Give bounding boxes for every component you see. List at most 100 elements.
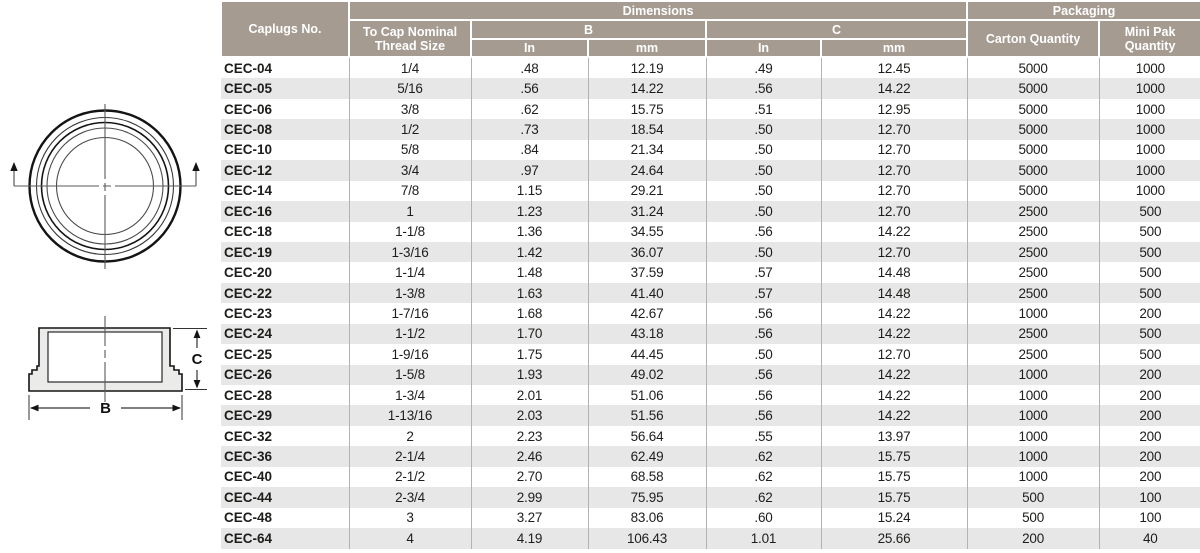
table-row: CEC-28 1-3/4 2.01 51.06.56 14.22 1000 200 (221, 385, 1200, 406)
table-row: CEC-06 3/8.62 15.75.51 12.95 5000 1000 (221, 98, 1200, 120)
value-cell: .50 (705, 160, 821, 181)
part-number-cell: CEC-28 (224, 387, 273, 403)
value-cell: 14.22 (820, 221, 968, 242)
table-row: CEC-14 7/8 1.15 29.21.50 12.70 5000 1000 (221, 180, 1200, 202)
table-row: CEC-32 2 2.23 56.64.55 13.97 1000 200 (221, 425, 1200, 447)
value-cell: 43.18 (587, 323, 706, 345)
value-cell: 51.56 (587, 405, 706, 426)
value-cell: .73 (470, 119, 588, 140)
value-cell: 500 (966, 487, 1100, 508)
value-cell: 44.45 (587, 344, 706, 365)
value-cell: .62 (705, 466, 821, 488)
value-cell: 1000 (1098, 180, 1200, 202)
value-cell: 83.06 (587, 507, 706, 529)
value-cell: 14.48 (820, 262, 968, 283)
value-cell: 5000 (966, 119, 1100, 140)
value-cell: .50 (705, 139, 821, 161)
value-cell: 75.95 (587, 487, 706, 508)
value-cell: 12.70 (820, 344, 968, 365)
value-cell: 2 (348, 425, 471, 447)
value-cell: 2-3/4 (348, 487, 471, 508)
value-cell: 5000 (966, 139, 1100, 161)
value-cell: 2.03 (470, 405, 588, 426)
value-cell: 12.70 (820, 160, 968, 181)
value-cell: 1-9/16 (348, 344, 471, 365)
value-cell: 5000 (966, 57, 1100, 79)
table-row: CEC-29 1-13/16 2.03 51.56.56 14.22 1000 200 (221, 405, 1200, 426)
header-dim-c: C (704, 19, 969, 40)
value-cell: 1000 (1098, 139, 1200, 161)
value-cell: 2500 (966, 344, 1100, 365)
value-cell: 1.75 (470, 344, 588, 365)
header-carton-quantity: Carton Quantity (966, 19, 1101, 58)
part-number-cell: CEC-16 (221, 201, 349, 222)
part-number-cell: CEC-12 (221, 160, 349, 181)
value-cell: 14.22 (820, 385, 968, 406)
value-cell: 1.70 (470, 323, 588, 345)
value-cell: 1000 (1098, 119, 1200, 140)
value-cell: .62 (705, 446, 821, 467)
value-cell: .57 (705, 262, 821, 283)
value-cell: .57 (705, 282, 821, 304)
value-cell: 1000 (966, 446, 1100, 467)
value-cell: 2-1/2 (348, 466, 471, 488)
arrowhead-up-icon (10, 162, 18, 171)
value-cell: 42.67 (587, 303, 706, 324)
value-cell: 1-7/16 (348, 303, 471, 324)
value-cell: 12.70 (820, 139, 968, 161)
header-caplugs-no: Caplugs No. (220, 0, 350, 58)
value-cell: 34.55 (587, 221, 706, 242)
header-b-in: In (470, 38, 589, 58)
part-number-cell: CEC-23 (224, 305, 273, 321)
value-cell: 100 (1098, 487, 1200, 508)
table-row: CEC-48 3 3.27 83.06.60 15.24 500 100 (221, 507, 1200, 529)
value-cell: 5000 (966, 78, 1100, 99)
part-number-cell: CEC-05 (221, 78, 349, 99)
value-cell: 1-5/8 (348, 364, 471, 385)
header-b-mm: mm (587, 38, 707, 58)
value-cell: 1000 (1098, 98, 1200, 120)
part-number-cell: CEC-19 (221, 241, 349, 263)
value-cell: 3.27 (470, 507, 588, 529)
value-cell: .62 (470, 98, 588, 120)
value-cell: 12.70 (820, 180, 968, 202)
table-row: CEC-12 3/4.97 24.64.50 12.70 5000 1000 (221, 160, 1200, 181)
value-cell: .56 (470, 78, 588, 99)
value-cell: 2.23 (470, 425, 588, 447)
value-cell: 14.48 (820, 282, 968, 304)
technical-drawing-panel: C B (0, 0, 220, 553)
value-cell: 500 (1098, 201, 1200, 222)
part-number-cell: CEC-04 (224, 60, 273, 76)
value-cell: 2500 (966, 323, 1100, 345)
value-cell: 25.66 (820, 528, 968, 549)
value-cell: 4.19 (470, 528, 588, 549)
value-cell: 1.36 (470, 221, 588, 242)
value-cell: 500 (1098, 241, 1200, 263)
arrowhead-up-icon (192, 162, 200, 171)
value-cell: .48 (470, 57, 588, 79)
value-cell: 1-3/8 (348, 282, 471, 304)
value-cell: 100 (1098, 507, 1200, 529)
table-row: CEC-24 1-1/2 1.70 43.18.56 14.22 2500 500 (221, 323, 1200, 345)
table-row: CEC-18 1-1/8 1.36 34.55.56 14.22 2500 500 (221, 221, 1200, 242)
value-cell: 12.19 (587, 57, 706, 79)
header-group-packaging: Packaging (966, 0, 1200, 21)
c-dimension-label: C (192, 351, 203, 368)
value-cell: 1.68 (470, 303, 588, 324)
table-row: CEC-36 2-1/4 2.46 62.49.62 15.75 1000 200 (221, 446, 1200, 467)
value-cell: 3/4 (348, 160, 471, 181)
value-cell: 1.48 (470, 262, 588, 283)
value-cell: .56 (705, 323, 821, 345)
value-cell: .50 (705, 344, 821, 365)
value-cell: 1.42 (470, 241, 588, 263)
value-cell: 40 (1098, 528, 1200, 549)
value-cell: .50 (705, 180, 821, 202)
value-cell: 200 (1098, 303, 1200, 324)
arrowhead-left-icon (30, 404, 39, 412)
value-cell: 1/2 (348, 119, 471, 140)
value-cell: 29.21 (587, 180, 706, 202)
value-cell: 15.75 (820, 487, 968, 508)
part-number-cell: CEC-20 (224, 265, 273, 281)
value-cell: 1000 (1098, 78, 1200, 99)
